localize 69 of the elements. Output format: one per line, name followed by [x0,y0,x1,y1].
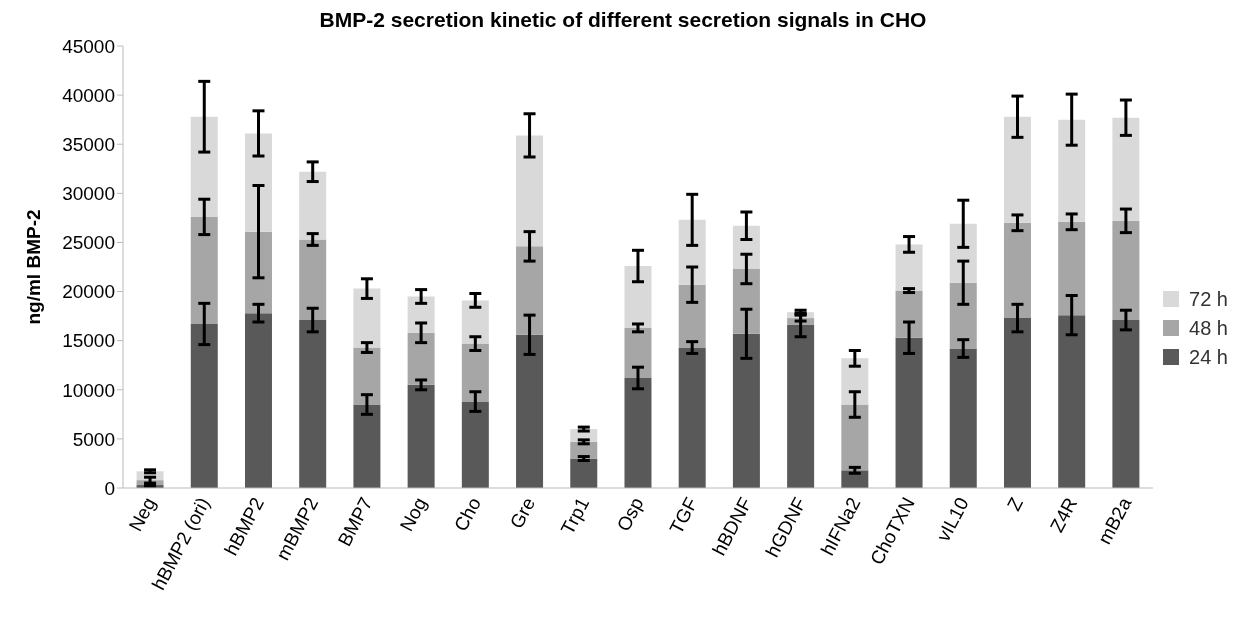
bar [516,135,544,247]
legend-label: 24 h [1189,345,1228,369]
legend-label: 48 h [1189,316,1228,340]
x-tick-label: Z4R [1045,494,1082,536]
y-tick-label: 35000 [62,133,115,155]
bar [1112,320,1140,488]
bar [244,313,272,488]
bar [624,377,652,488]
bar [949,348,977,488]
x-tick-label: Osp [612,494,648,535]
x-tick-label: TGF [665,494,702,538]
x-tick-label: Neg [124,494,160,535]
bar [190,323,218,488]
bar [895,244,923,291]
x-tick-label: Nog [395,494,431,535]
x-tick-label: Cho [450,494,485,535]
bar [841,470,869,488]
y-tick-label: 45000 [62,35,115,57]
bar [461,343,489,402]
y-axis-title: ng/ml BMP-2 [22,209,44,325]
x-tick-label: Z [1003,493,1028,515]
legend-label: 72 h [1189,287,1228,311]
bar [624,266,652,328]
x-tick-label: BMP7 [333,494,377,550]
y-tick-label: 20000 [62,281,115,303]
bar [570,458,598,488]
bar [461,300,489,344]
y-tick-label: 40000 [62,84,115,106]
bar [299,171,327,240]
bar [841,404,869,471]
bar [624,327,652,378]
bar [787,324,815,488]
x-tick-label: vIL10 [932,494,973,545]
x-tick-label: mB2a [1093,493,1136,548]
bar [516,246,544,335]
y-tick-label: 0 [104,477,115,499]
bar [1003,222,1031,319]
bar [732,333,760,488]
bar [895,337,923,488]
bar [1112,220,1140,321]
bar [1003,318,1031,488]
x-tick-label: Gre [505,494,540,532]
bar [1003,116,1031,223]
bar [678,347,706,488]
bar [516,334,544,488]
bar [949,282,977,349]
bar [678,284,706,348]
bar [1058,119,1086,222]
x-tick-label: Trp1 [556,494,594,538]
bar [407,332,435,385]
bar [353,404,381,488]
bar [895,290,923,338]
bar [407,384,435,488]
bar [353,288,381,348]
chart-title: BMP-2 secretion kinetic of different secretion signals in CHO [319,8,927,31]
bar [299,239,327,321]
bar [1058,221,1086,316]
bar [299,320,327,488]
y-tick-label: 15000 [62,330,115,352]
bar [1058,315,1086,488]
bar [1112,117,1140,221]
bar [190,116,218,217]
y-tick-label: 5000 [72,428,115,450]
bar [353,347,381,405]
bar [190,216,218,324]
y-tick-label: 25000 [62,232,115,254]
y-tick-label: 10000 [62,379,115,401]
bar [461,401,489,488]
y-tick-label: 30000 [62,183,115,205]
